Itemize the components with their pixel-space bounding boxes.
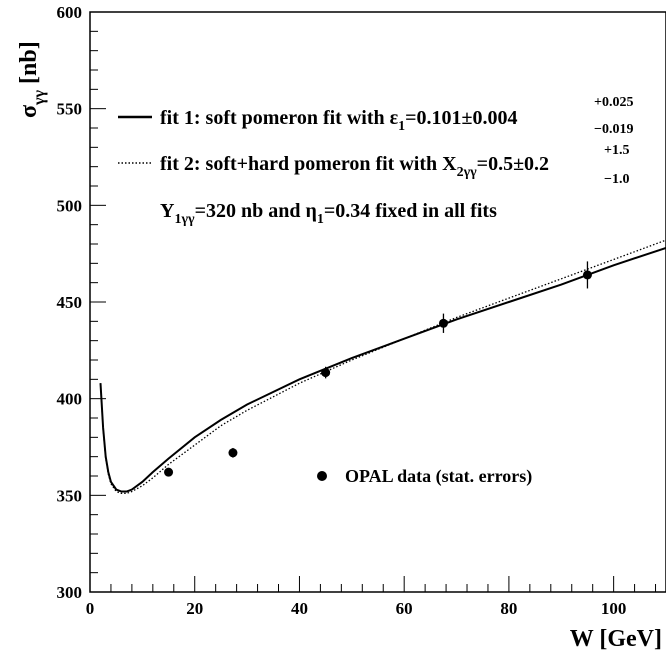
y-axis-title-unit: [nb] — [16, 41, 42, 84]
legend-note: Y1γγ=320 nb and η1=0.34 fixed in all fit… — [160, 200, 497, 227]
legend-marker-opal — [317, 471, 327, 481]
data-point — [228, 448, 238, 458]
x-tick-label: 20 — [186, 599, 203, 618]
y-axis-title-main: σ — [16, 105, 42, 118]
x-tick-label: 80 — [500, 599, 517, 618]
y-tick-label: 450 — [57, 293, 83, 312]
x-tick-label: 0 — [86, 599, 95, 618]
legend-fit1: fit 1: soft pomeron fit with ε1=0.101±0.… — [160, 107, 518, 134]
y-tick-label: 300 — [57, 583, 83, 602]
x-tick-label: 40 — [291, 599, 308, 618]
y-axis-title: σγγ [nb] — [16, 41, 48, 118]
data-points-layer — [164, 261, 592, 477]
legend-fit2-low: −1.0 — [604, 172, 629, 187]
plot-frame — [89, 11, 666, 593]
y-tick-label: 350 — [57, 486, 83, 505]
y-tick-label: 400 — [57, 390, 83, 409]
series-line-fit1 — [99, 246, 666, 493]
data-point — [164, 467, 174, 477]
legend-fit1-low: −0.019 — [594, 122, 633, 137]
series-line-fit2 — [99, 239, 666, 495]
svg-text:σγγ[nb]: σγγ [nb] — [16, 41, 48, 118]
data-point — [582, 270, 592, 280]
legend-opal: OPAL data (stat. errors) — [345, 466, 532, 487]
series-layer — [99, 239, 666, 495]
x-tick-label: 60 — [396, 599, 413, 618]
legend-fit2-sup: +1.5 — [604, 143, 629, 158]
y-tick-label: 600 — [57, 3, 83, 22]
y-tick-label: 500 — [57, 196, 83, 215]
x-axis-title: W [GeV] — [570, 626, 662, 652]
legend-fit2: fit 2: soft+hard pomeron fit with X2γγ=0… — [160, 153, 549, 180]
data-point — [321, 368, 331, 378]
axis-tick-labels: 0 20 40 60 80 100 300 350 400 450 500 550 600 — [57, 3, 627, 618]
y-tick-label: 550 — [57, 100, 83, 119]
data-point — [438, 318, 448, 328]
axis-ticks — [89, 11, 657, 593]
x-tick-label: 100 — [601, 599, 627, 618]
legend-fit1-sup: +0.025 — [594, 95, 633, 110]
legend: fit 1: soft pomeron fit with ε1=0.101±0.… — [118, 95, 633, 487]
y-axis-title-sub: γγ — [31, 89, 48, 105]
